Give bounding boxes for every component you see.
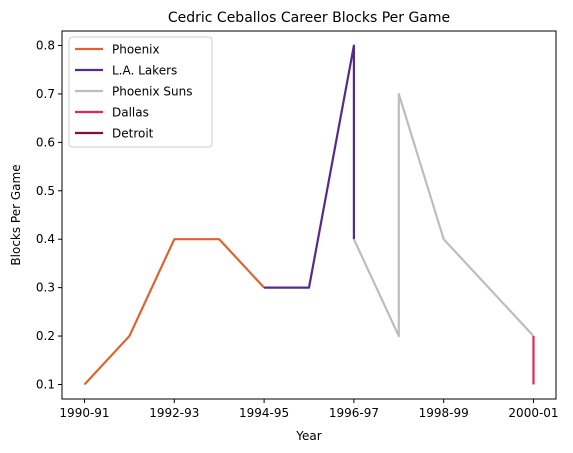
legend-label: Phoenix [112, 43, 160, 57]
x-tick-label: 1994-95 [239, 406, 289, 420]
chart-title: Cedric Ceballos Career Blocks Per Game [168, 10, 450, 26]
y-axis-label: Blocks Per Game [9, 164, 23, 265]
y-tick-label: 0.3 [36, 281, 55, 295]
legend-label: Detroit [112, 127, 154, 141]
y-tick-label: 0.6 [36, 135, 55, 149]
y-tick-label: 0.8 [36, 39, 55, 53]
series-line-3 [352, 92, 535, 338]
legend-label: Phoenix Suns [112, 85, 193, 99]
series-line-2 [264, 44, 355, 289]
x-axis-label: Year [295, 429, 321, 443]
y-tick-label: 0.2 [36, 329, 55, 343]
y-tick-label: 0.1 [36, 377, 55, 391]
plot-frame [61, 30, 557, 400]
x-axis: 1990-91 1992-93 1994-95 1996-97 1998-99 2000-… [59, 399, 559, 420]
legend-label: L.A. Lakers [112, 64, 177, 78]
x-tick-label: 1992-93 [149, 406, 199, 420]
y-tick-label: 0.4 [36, 232, 55, 246]
y-tick-label: 0.5 [36, 184, 55, 198]
legend-box [68, 36, 213, 148]
x-tick-label: 1998-99 [419, 406, 469, 420]
series-line-1 [83, 238, 265, 386]
x-tick-label: 1990-91 [59, 406, 109, 420]
y-axis: 0.1 0.2 0.3 0.4 0.5 0.6 0.7 0.8 [36, 39, 62, 391]
legend-label: Dallas [112, 106, 149, 120]
x-tick-label: 1996-97 [329, 406, 379, 420]
legend: Phoenix L.A. Lakers Phoenix Suns Dallas Detr… [68, 36, 213, 148]
y-tick-label: 0.7 [36, 87, 55, 101]
plot-area [83, 44, 535, 386]
x-tick-label: 2000-01 [508, 406, 558, 420]
